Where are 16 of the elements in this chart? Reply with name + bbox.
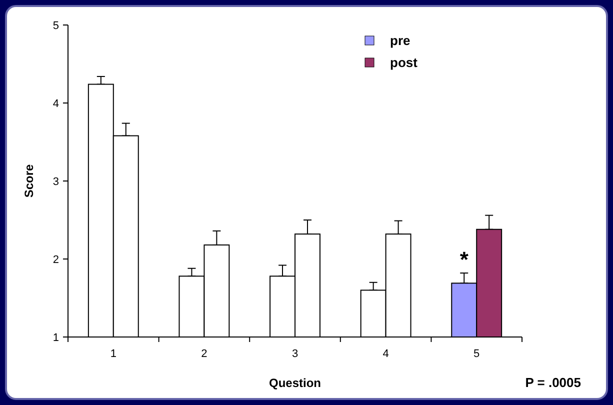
y-tick-label: 1 xyxy=(52,332,59,344)
y-tick-label: 4 xyxy=(52,98,59,110)
x-tick-label: 2 xyxy=(201,348,208,360)
x-tick-label: 1 xyxy=(110,348,116,360)
x-tick-label: 3 xyxy=(292,348,298,360)
x-axis-title: Question xyxy=(268,376,322,390)
y-axis-title: Score xyxy=(22,164,36,198)
text: P = .0005 xyxy=(525,375,581,390)
legend-label: pre xyxy=(390,33,410,48)
legend-label: post xyxy=(390,55,418,70)
x-tick-label: 4 xyxy=(382,348,389,360)
x-tick-label: 5 xyxy=(474,348,480,360)
y-tick-label: 2 xyxy=(52,254,59,266)
annotation: * xyxy=(460,246,469,272)
y-tick-label: 3 xyxy=(52,176,59,188)
y-tick-label: 5 xyxy=(52,20,59,32)
